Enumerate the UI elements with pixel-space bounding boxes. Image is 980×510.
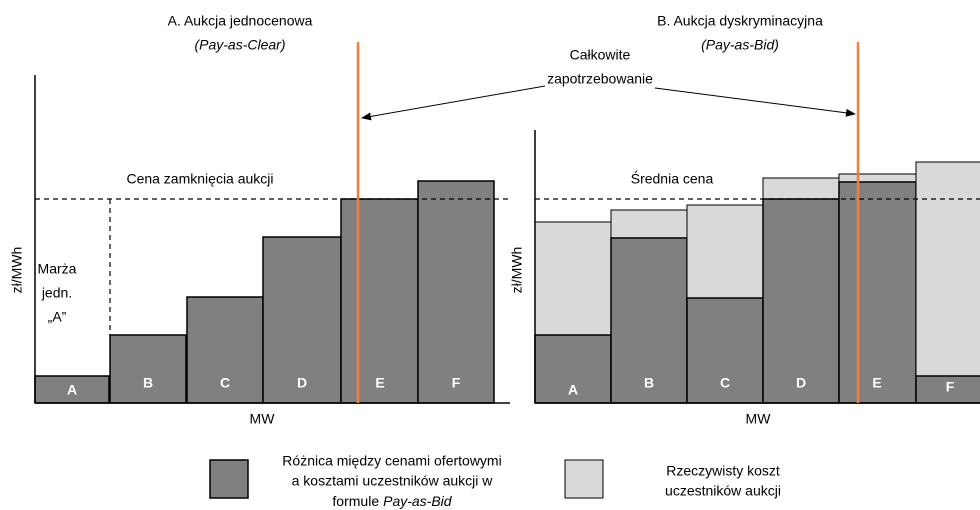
legend-text-part: Pay-as-Bid — [383, 493, 453, 509]
title: A. Aukcja jednocenowa — [168, 13, 313, 29]
bar-label: D — [796, 375, 806, 391]
bar-label: D — [297, 375, 307, 391]
bar — [610, 237, 688, 404]
annotation-text: zapotrzebowanie — [547, 71, 653, 87]
legend-text: Rzeczywisty koszt — [666, 463, 780, 479]
cost-bar — [838, 173, 917, 183]
legend-text-part: formule — [332, 493, 379, 509]
legend-text: Różnica między cenami ofertowymi — [282, 453, 501, 469]
x-label: MW — [746, 411, 772, 427]
panel-b: B. Aukcja dyskryminacyjna (Pay-as-Bid) Ś… — [509, 13, 980, 427]
y-label: zł/MWh — [509, 247, 525, 294]
cost-bar — [915, 161, 980, 377]
title: B. Aukcja dyskryminacyjna — [657, 13, 823, 29]
bar-label: F — [946, 379, 955, 395]
annotation: Całkowite zapotrzebowanie — [361, 47, 856, 121]
cost-bar — [610, 209, 688, 239]
margin-label: jedn. — [41, 285, 72, 301]
legend-text: uczestników aukcji — [665, 483, 781, 499]
bar-label: F — [452, 375, 461, 391]
bar-label: E — [375, 375, 384, 391]
bar — [417, 180, 495, 404]
subtitle: (Pay-as-Bid) — [701, 37, 779, 53]
bar-label: B — [143, 375, 153, 391]
cost-bar — [534, 221, 612, 336]
bar — [262, 236, 342, 404]
arrow — [361, 85, 546, 121]
bar-label: C — [220, 375, 230, 391]
bar-label: A — [568, 382, 578, 398]
bar — [340, 198, 419, 404]
bar — [686, 297, 764, 404]
margin-label: „A” — [48, 309, 67, 325]
bar — [186, 296, 264, 404]
bar-label: E — [872, 375, 881, 391]
cost-bar — [762, 177, 840, 200]
price-label: Średnia cena — [631, 170, 714, 187]
panel-a: A. Aukcja jednocenowa (Pay-as-Clear) Cen… — [9, 13, 510, 427]
subtitle: (Pay-as-Clear) — [194, 37, 285, 53]
arrow — [654, 87, 856, 117]
y-label: zł/MWh — [9, 247, 25, 294]
bar — [762, 198, 840, 404]
legend: Różnica między cenami ofertowymi a koszt… — [209, 453, 781, 509]
bar — [838, 181, 917, 404]
legend-swatch — [209, 459, 249, 499]
bar — [109, 334, 187, 404]
cost-bar — [686, 204, 764, 299]
legend-swatch — [564, 459, 604, 499]
bar — [915, 375, 980, 404]
price-label: Cena zamknięcia aukcji — [126, 171, 273, 187]
legend-text: a kosztami uczestników aukcji w — [292, 473, 494, 489]
bar-label: C — [720, 375, 730, 391]
bar-label: B — [644, 375, 654, 391]
x-label: MW — [250, 411, 276, 427]
bar-label: A — [67, 382, 77, 398]
margin-label: Marża — [38, 261, 77, 277]
legend-text: formule Pay-as-Bid — [332, 493, 452, 509]
annotation-text: Całkowite — [570, 47, 631, 63]
